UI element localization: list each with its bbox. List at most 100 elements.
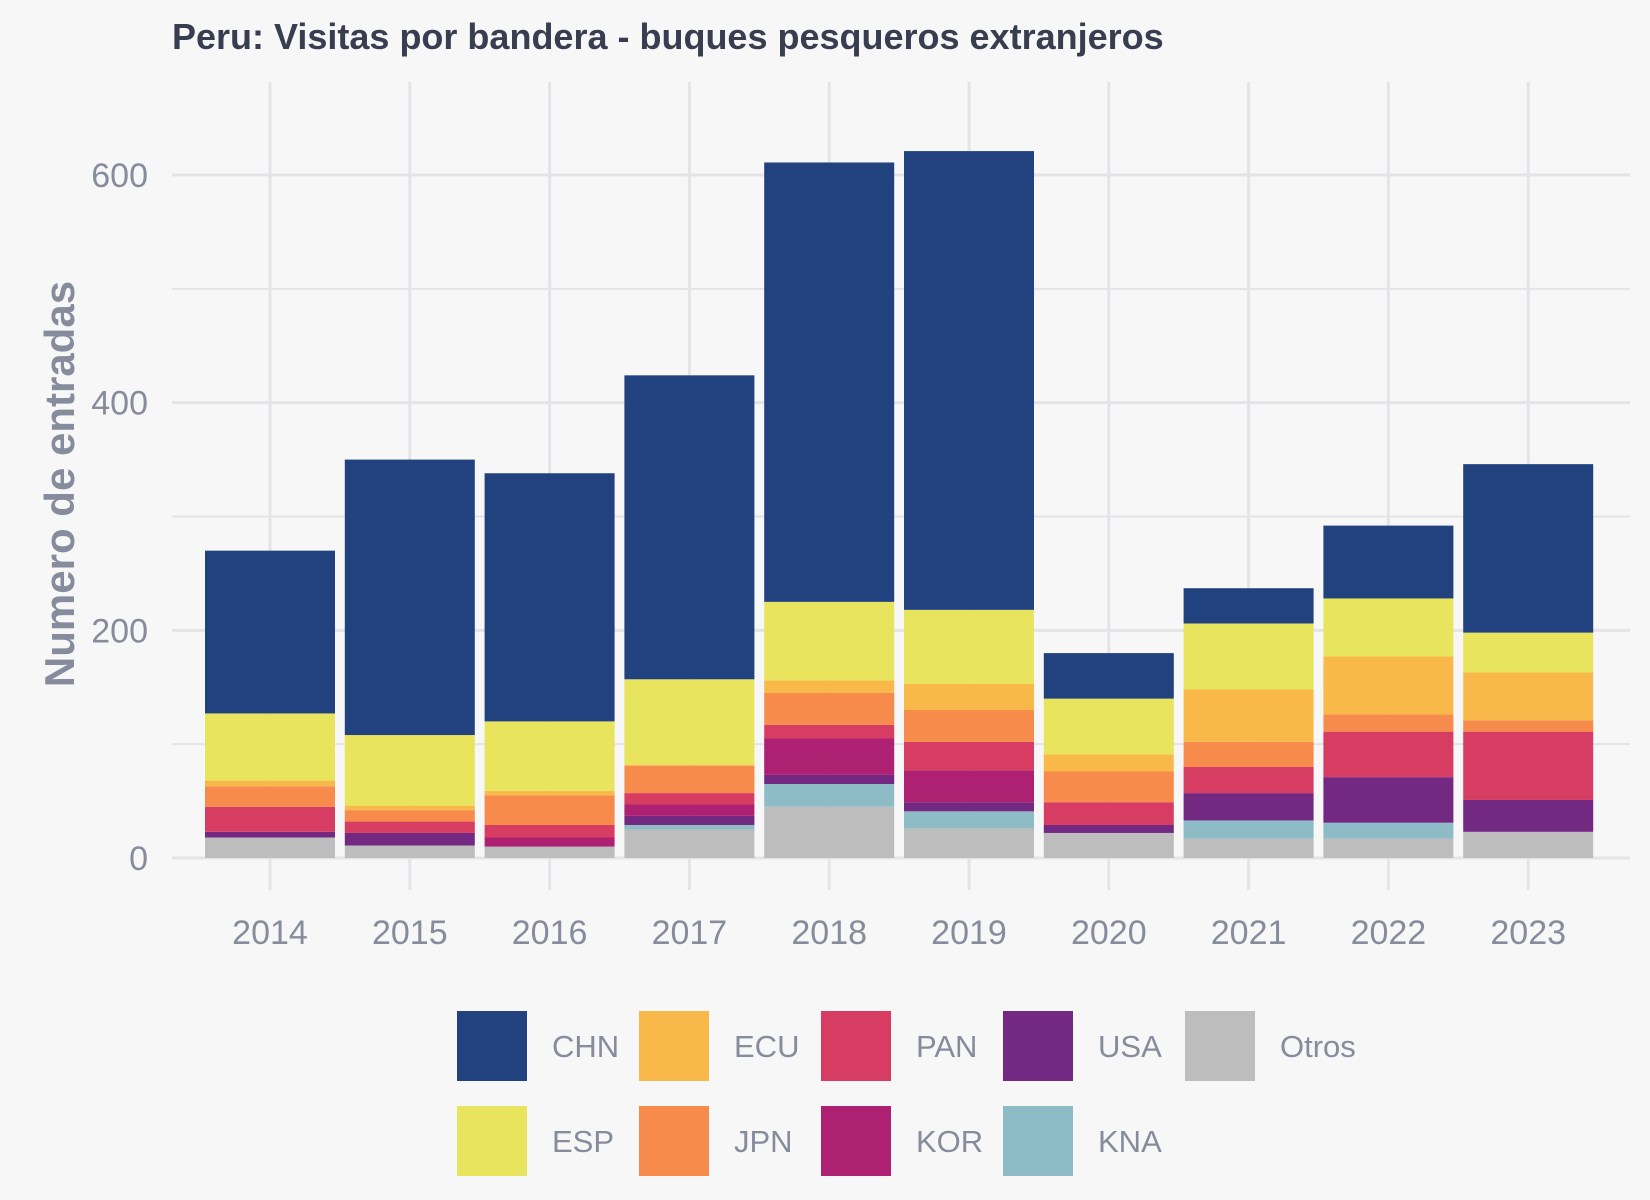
legend-label-pan: PAN [916,1029,977,1064]
bar-segment-ecu-2021 [1183,689,1314,742]
bar-segment-pan-2015 [344,821,475,833]
bar-segment-chn-2022 [1323,525,1454,599]
x-tick-label: 2021 [1211,914,1287,952]
bar-segment-esp-2019 [904,609,1034,684]
bar-segment-usa-2015 [344,832,475,846]
bar-segment-pan-2021 [1183,766,1314,794]
bar-segment-jpn-2014 [205,786,335,807]
bar-segment-usa-2022 [1323,777,1454,823]
x-tick-label: 2019 [931,914,1007,952]
bar-segment-esp-2017 [624,679,755,765]
bar-segment-chn-2017 [624,375,755,680]
bar-segment-chn-2023 [1463,464,1594,633]
bar-segment-usa-2021 [1183,793,1314,821]
x-tick-label: 2017 [652,914,728,952]
legend-label-usa: USA [1098,1029,1162,1064]
y-tick-label: 200 [91,612,148,650]
bar-segment-usa-2019 [904,802,1034,812]
bar-segment-jpn-2016 [484,795,615,825]
bar-segment-kna-2017 [624,824,755,830]
bar-segment-kor-2019 [904,770,1034,803]
bar-segment-chn-2021 [1183,588,1314,624]
bar-segment-jpn-2022 [1323,714,1454,732]
bar-segment-ecu-2020 [1043,754,1174,772]
y-tick-label: 600 [91,157,148,195]
bar-segment-otros-2019 [904,828,1034,858]
bar-segment-ecu-2018 [764,680,895,693]
bar-segment-usa-2023 [1463,799,1594,832]
bar-segment-ecu-2023 [1463,672,1594,721]
bar-segment-esp-2020 [1043,698,1174,755]
bar-segment-pan-2022 [1323,731,1454,778]
legend-label-chn: CHN [552,1029,619,1064]
legend-label-ecu: ECU [734,1029,799,1064]
bar-segment-otros-2014 [205,837,335,858]
legend-swatch-otros [1185,1011,1255,1081]
bar-segment-usa-2014 [205,831,335,838]
bar-segment-ecu-2014 [205,780,335,787]
bar-segment-ecu-2017 [624,764,755,766]
bar-segment-esp-2016 [484,721,615,791]
bar-segment-otros-2015 [344,845,475,858]
bar-segment-kna-2022 [1323,822,1454,839]
y-tick-label: 0 [129,840,148,878]
bar-segment-chn-2018 [764,162,895,602]
x-tick-label: 2022 [1351,914,1427,952]
x-tick-label: 2016 [512,914,588,952]
bar-segment-otros-2016 [484,846,615,858]
y-tick-label: 400 [91,385,148,423]
bar-segment-usa-2018 [764,774,895,785]
legend-swatch-chn [457,1011,527,1081]
legend-label-otros: Otros [1280,1029,1356,1064]
x-tick-label: 2020 [1071,914,1147,952]
bar-segment-jpn-2017 [624,765,755,794]
bar-segment-otros-2018 [764,806,895,858]
legend-swatch-ecu [639,1011,709,1081]
bar-segment-chn-2014 [205,550,335,714]
bar-segment-esp-2018 [764,601,895,681]
bar-segment-esp-2014 [205,713,335,781]
bars [205,151,1594,858]
bar-segment-chn-2015 [344,459,475,736]
bar-segment-kor-2017 [624,804,755,816]
chart-title: Peru: Visitas por bandera - buques pesqu… [172,16,1164,57]
bar-segment-chn-2020 [1043,653,1174,699]
legend-swatch-pan [821,1011,891,1081]
bar-segment-otros-2020 [1043,832,1174,858]
bar-segment-pan-2017 [624,793,755,805]
legend-swatch-kna [1003,1106,1073,1176]
bar-segment-esp-2023 [1463,632,1594,673]
bar-segment-ecu-2022 [1323,656,1454,715]
bar-segment-jpn-2015 [344,810,475,822]
bar-segment-otros-2022 [1323,838,1454,858]
bar-segment-kna-2018 [764,784,895,807]
bar-segment-pan-2018 [764,724,895,739]
bar-segment-kna-2021 [1183,820,1314,839]
bar-segment-otros-2023 [1463,831,1594,858]
y-axis-ticks: 0 200 400 600 [91,157,148,878]
legend-swatch-kor [821,1106,891,1176]
bar-segment-usa-2020 [1043,824,1174,833]
x-tick-label: 2014 [232,914,308,952]
bar-segment-jpn-2018 [764,692,895,725]
bar-segment-pan-2014 [205,806,335,832]
bar-segment-esp-2022 [1323,598,1454,657]
legend-label-esp: ESP [552,1124,614,1159]
bar-segment-pan-2023 [1463,731,1594,800]
bar-segment-esp-2015 [344,735,475,806]
bar-segment-jpn-2021 [1183,741,1314,767]
bar-segment-ecu-2016 [484,790,615,796]
legend-label-kor: KOR [916,1124,983,1159]
bar-segment-kor-2018 [764,738,895,775]
legend-label-kna: KNA [1098,1124,1162,1159]
legend-swatch-jpn [639,1106,709,1176]
legend: CHN ECU PAN USA Otros ESP JPN KOR KNA [457,1011,1356,1176]
x-tick-label: 2015 [372,914,448,952]
y-axis-label: Numero de entradas [36,281,83,687]
bar-segment-jpn-2020 [1043,771,1174,803]
bar-segment-esp-2021 [1183,623,1314,690]
bar-segment-pan-2020 [1043,802,1174,825]
bar-segment-kor-2016 [484,837,615,847]
bar-segment-ecu-2015 [344,805,475,811]
